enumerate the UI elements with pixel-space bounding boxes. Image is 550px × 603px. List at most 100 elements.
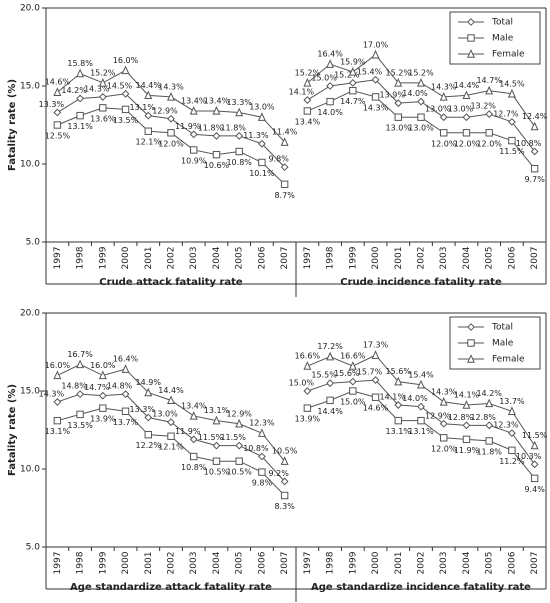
- x-tick-label: 2007: [530, 552, 540, 575]
- value-label: 12.8%: [470, 413, 496, 422]
- marker: [508, 429, 516, 438]
- x-tick-label: 1997: [303, 552, 313, 575]
- x-tick-label: 1998: [326, 246, 336, 269]
- value-label: 11.8%: [198, 123, 224, 132]
- marker: [371, 75, 380, 84]
- marker: [235, 147, 243, 156]
- marker: [371, 93, 380, 101]
- x-tick-label: 2000: [121, 551, 131, 574]
- marker: [98, 93, 107, 101]
- x-tick-label: 2002: [167, 247, 177, 270]
- value-label: 8.7%: [274, 191, 295, 200]
- marker: [76, 359, 85, 369]
- value-label: 13.0%: [386, 124, 412, 133]
- y-tick-label: 15.0: [20, 387, 40, 397]
- marker: [485, 85, 494, 95]
- marker: [462, 435, 471, 444]
- x-tick-label: 2001: [144, 247, 154, 270]
- value-label: 14.2%: [61, 86, 87, 95]
- marker: [348, 361, 357, 370]
- marker: [394, 416, 402, 425]
- x-tick-label: 2005: [235, 247, 245, 270]
- marker: [394, 113, 402, 121]
- value-label: 15.4%: [408, 370, 434, 379]
- x-tick-label: 2006: [507, 246, 517, 269]
- x-tick-label: 1998: [76, 246, 86, 269]
- x-tick-label: 2003: [439, 247, 449, 270]
- value-label: 13.7%: [113, 418, 139, 427]
- marker: [507, 406, 516, 415]
- x-tick-label: 2001: [394, 247, 404, 270]
- marker: [121, 65, 130, 75]
- marker: [257, 112, 266, 121]
- marker: [467, 18, 475, 26]
- value-label: 12.7%: [493, 109, 519, 118]
- marker: [417, 379, 425, 389]
- marker: [167, 418, 175, 427]
- value-label: 12.3%: [249, 419, 275, 428]
- value-label: 15.8%: [67, 59, 93, 68]
- marker: [326, 351, 335, 361]
- marker: [348, 78, 357, 87]
- marker: [167, 114, 175, 123]
- x-tick-label: 2007: [280, 552, 290, 575]
- marker: [98, 391, 107, 400]
- marker: [326, 97, 334, 106]
- value-label: 11.5%: [198, 433, 224, 442]
- marker: [417, 97, 425, 106]
- marker: [507, 88, 516, 98]
- marker: [371, 350, 380, 359]
- marker: [121, 105, 130, 114]
- axis-title: Age standardize attack fatality rate: [70, 582, 272, 593]
- marker: [462, 113, 471, 122]
- marker: [121, 390, 130, 399]
- marker: [440, 129, 448, 137]
- value-label: 15.6%: [334, 369, 360, 378]
- x-tick-label: 2000: [371, 246, 381, 269]
- value-label: 11.9%: [175, 427, 201, 436]
- value-label: 13.1%: [45, 427, 71, 436]
- marker: [467, 323, 475, 331]
- marker: [467, 34, 475, 42]
- value-label: 15.2%: [295, 68, 321, 77]
- marker: [439, 419, 448, 428]
- marker: [417, 77, 425, 87]
- x-tick-label: 2004: [212, 246, 222, 269]
- value-label: 16.0%: [45, 361, 71, 370]
- marker: [144, 111, 153, 120]
- marker: [189, 411, 198, 420]
- marker: [212, 457, 221, 465]
- marker: [53, 398, 62, 406]
- marker: [235, 132, 244, 140]
- value-label: 17.2%: [317, 342, 343, 351]
- marker: [53, 108, 62, 117]
- value-label: 13.1%: [130, 103, 156, 112]
- value-label: 10.8%: [181, 463, 207, 472]
- value-label: 10.8%: [516, 139, 542, 148]
- x-tick-label: 1999: [98, 246, 108, 269]
- legend-label: Male: [492, 34, 514, 44]
- marker: [167, 395, 175, 405]
- value-label: 13.1%: [408, 427, 434, 436]
- value-label: 10.5%: [226, 468, 252, 477]
- x-tick-label: 2000: [371, 551, 381, 574]
- value-label: 13.1%: [204, 406, 230, 415]
- value-label: 13.4%: [181, 96, 207, 105]
- marker: [417, 402, 425, 411]
- value-label: 14.0%: [402, 394, 428, 403]
- value-label: 15.2%: [386, 68, 412, 77]
- y-axis-label: Fatality rate (%): [7, 79, 18, 171]
- y-axis-label: Fatality rate (%): [7, 384, 18, 476]
- x-tick-label: 2004: [212, 551, 222, 574]
- x-tick-label: 2005: [235, 552, 245, 575]
- value-label: 12.0%: [454, 139, 480, 148]
- value-label: 14.7%: [340, 97, 366, 106]
- value-label: 14.3%: [158, 82, 184, 91]
- axis-title: Crude attack fatality rate: [99, 277, 243, 288]
- axis-title: Age standardize incidence fatality rate: [311, 582, 531, 593]
- marker: [167, 129, 175, 137]
- value-label: 13.0%: [448, 105, 474, 114]
- value-label: 14.6%: [45, 78, 71, 87]
- marker: [53, 87, 62, 96]
- value-label: 13.3%: [39, 100, 65, 109]
